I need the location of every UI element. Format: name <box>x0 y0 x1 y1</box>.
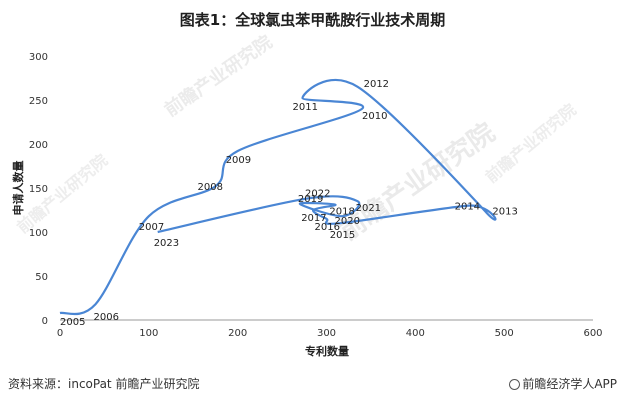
y-tick-label: 100 <box>29 228 48 239</box>
x-tick-label: 400 <box>406 328 425 339</box>
point-label-2014: 2014 <box>455 202 480 213</box>
y-tick-label: 150 <box>29 184 48 195</box>
brand-credit: 前瞻经济学人APP <box>509 375 617 392</box>
brand-text: 前瞻经济学人APP <box>522 377 617 391</box>
point-label-2016: 2016 <box>315 222 340 233</box>
x-tick-label: 600 <box>583 328 602 339</box>
point-label-2013: 2013 <box>492 207 517 218</box>
point-label-2008: 2008 <box>198 182 223 193</box>
point-label-2023: 2023 <box>154 238 179 249</box>
point-label-2022: 2022 <box>305 189 330 200</box>
point-label-2011: 2011 <box>293 102 318 113</box>
point-label-2015: 2015 <box>330 230 355 241</box>
point-label-2020: 2020 <box>335 216 360 227</box>
brand-logo-icon <box>509 379 521 390</box>
point-label-2018: 2018 <box>329 207 354 218</box>
x-tick-label: 500 <box>495 328 514 339</box>
point-label-2007: 2007 <box>139 222 164 233</box>
x-tick-label: 100 <box>139 328 158 339</box>
point-label-2010: 2010 <box>362 111 387 122</box>
y-tick-label: 250 <box>29 96 48 107</box>
x-tick-label: 0 <box>57 328 63 339</box>
x-axis-label: 专利数量 <box>305 344 349 358</box>
y-tick-label: 0 <box>42 316 48 327</box>
tick-labels: 0 100 200 300 400 500 600 0 50 100 150 200 250 300 <box>29 52 603 339</box>
source-note: 资料来源：incoPat 前瞻产业研究院 <box>8 377 200 391</box>
point-label-2017: 2017 <box>301 213 326 224</box>
y-tick-label: 300 <box>29 52 48 63</box>
point-label-2005: 2005 <box>60 317 85 328</box>
point-labels: 2005 2006 2007 2008 2009 2010 2011 2012 2013 2014… <box>60 79 518 328</box>
x-tick-label: 200 <box>228 328 247 339</box>
y-axis-label: 申请人数量 <box>11 161 25 216</box>
point-label-2021: 2021 <box>356 203 381 214</box>
point-label-2006: 2006 <box>94 312 119 323</box>
point-label-2019: 2019 <box>298 194 323 205</box>
x-tick-label: 300 <box>317 328 336 339</box>
series-line <box>59 79 497 316</box>
chart-title: 图表1：全球氯虫苯甲酰胺行业技术周期 <box>179 11 446 29</box>
point-label-2009: 2009 <box>226 155 251 166</box>
watermark-left: 前瞻产业研究院 <box>13 150 111 237</box>
watermark-top: 前瞻产业研究院 <box>160 31 276 121</box>
y-tick-label: 50 <box>35 272 48 283</box>
y-tick-label: 200 <box>29 140 48 151</box>
point-label-2012: 2012 <box>364 79 389 90</box>
watermark-center: 前瞻产业研究院 <box>334 117 501 247</box>
